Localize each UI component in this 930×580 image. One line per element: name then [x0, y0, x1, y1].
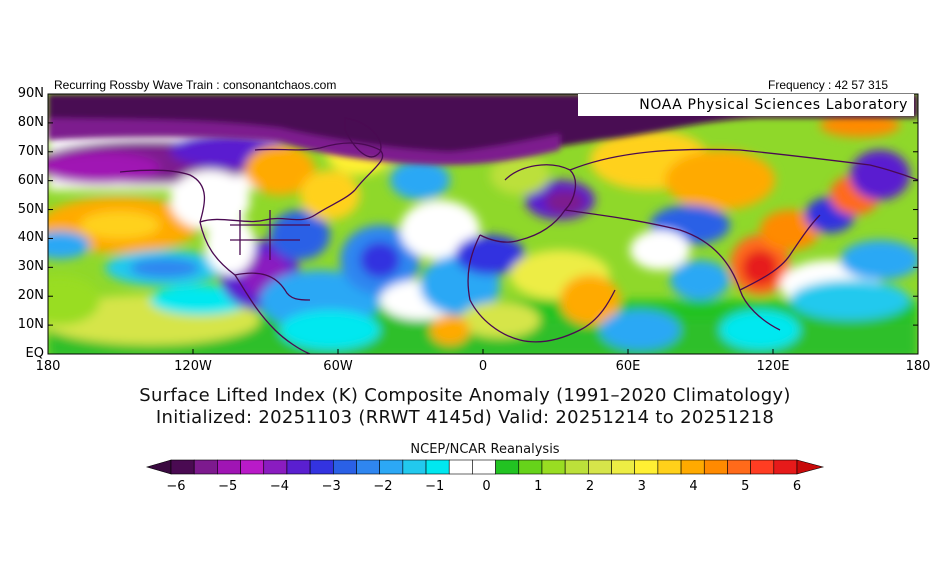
lon-label: 120E	[756, 359, 790, 374]
lon-label: 120W	[174, 359, 212, 374]
colorbar-segment	[217, 459, 241, 475]
header-frequency-text: Frequency : 42 57 315	[768, 78, 889, 92]
colorbar-segment	[634, 459, 659, 475]
colorbar-tick-label: 3	[637, 479, 646, 494]
colorbar-high-arrow	[796, 459, 825, 475]
colorbar-tick-label: 1	[534, 479, 543, 494]
colorbar-title: NCEP/NCAR Reanalysis	[410, 442, 560, 457]
colorbar	[145, 459, 825, 475]
lon-label: 0	[478, 359, 488, 374]
lat-label: EQ	[25, 346, 44, 361]
colorbar-tick-label: 0	[482, 479, 491, 494]
colorbar-segment	[518, 459, 543, 475]
colorbar-segment	[588, 459, 612, 475]
lon-label: 180	[35, 359, 61, 374]
noaa-watermark: NOAA Physical Sciences Laboratory	[578, 94, 914, 116]
header-source-text: Recurring Rossby Wave Train : consonantc…	[54, 78, 337, 92]
colorbar-segment	[680, 459, 705, 475]
colorbar-segment	[657, 459, 682, 475]
colorbar-segment	[773, 459, 798, 475]
colorbar-segment	[379, 459, 404, 475]
anomaly-field	[48, 94, 918, 354]
lon-label: 180	[905, 359, 930, 374]
lat-label: 70N	[17, 143, 44, 159]
colorbar-segment	[703, 459, 728, 475]
lat-label: 90N	[17, 86, 44, 101]
map-title-line2: Initialized: 20251103 (RRWT 4145d) Valid…	[155, 407, 775, 428]
colorbar-segment	[356, 459, 380, 475]
map-title-line1: Surface Lifted Index (K) Composite Anoma…	[139, 385, 791, 406]
colorbar-tick-label: 4	[689, 479, 698, 494]
lat-label: 10N	[17, 317, 44, 333]
colorbar-segment	[448, 459, 473, 475]
lon-label: 60E	[615, 359, 641, 374]
colorbar-segment	[727, 459, 751, 475]
colorbar-tick-label: 6	[792, 479, 802, 494]
colorbar-segment	[611, 459, 636, 475]
colorbar-tick-label: 5	[741, 479, 750, 494]
lat-label: 40N	[17, 230, 44, 246]
colorbar-segment	[425, 459, 450, 475]
colorbar-segment	[402, 459, 427, 475]
colorbar-segment	[193, 459, 218, 475]
colorbar-segment	[332, 459, 357, 475]
colorbar-segment	[750, 459, 775, 475]
lat-label: 50N	[17, 201, 44, 217]
colorbar-segment	[495, 459, 520, 475]
lat-label: 30N	[17, 259, 44, 275]
colorbar-segment	[564, 459, 589, 475]
colorbar-segment	[170, 459, 195, 475]
colorbar-tick-label: 2	[585, 479, 595, 494]
colorbar-tick-label: −1	[425, 479, 445, 494]
colorbar-tick-label: −6	[166, 479, 186, 494]
colorbar-segment	[541, 459, 566, 475]
colorbar-segment	[286, 459, 311, 475]
colorbar-tick-label: −4	[269, 479, 290, 494]
colorbar-tick-label: −2	[373, 479, 393, 494]
colorbar-tick-label: −3	[321, 479, 341, 494]
colorbar-segment	[240, 459, 265, 475]
colorbar-tick-label: −5	[218, 479, 238, 494]
colorbar-segment	[309, 459, 334, 475]
lat-label: 80N	[17, 114, 44, 130]
lon-label: 60W	[323, 359, 353, 374]
colorbar-low-arrow	[145, 459, 172, 475]
colorbar-segment	[472, 459, 496, 475]
lat-label: 60N	[17, 172, 44, 188]
lat-label: 20N	[17, 288, 44, 304]
colorbar-segment	[263, 459, 288, 475]
coastlines	[119, 117, 918, 354]
